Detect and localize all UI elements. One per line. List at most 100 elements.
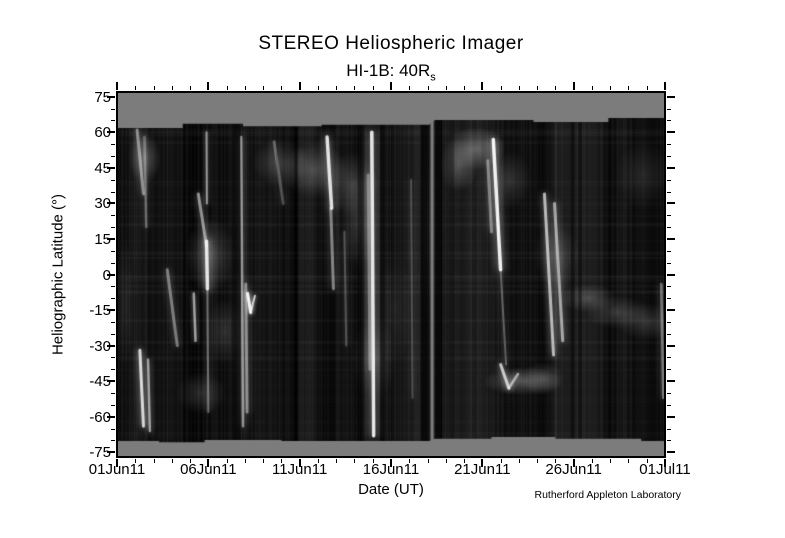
tick-mark (207, 459, 209, 467)
y-tick-label: 30 (94, 195, 111, 213)
tick-mark (664, 459, 666, 467)
tick-mark (154, 459, 155, 463)
tick-mark (409, 86, 410, 90)
x-tick-label: 16Jun11 (362, 461, 420, 478)
tick-mark (111, 251, 115, 252)
tick-mark (111, 369, 115, 370)
tick-mark (664, 82, 666, 90)
tick-mark (667, 416, 675, 418)
tick-mark (111, 109, 115, 110)
tick-mark (111, 334, 115, 335)
tick-mark (573, 459, 575, 467)
tick-mark (263, 86, 264, 90)
tick-mark (667, 322, 671, 323)
heatmap-canvas (117, 92, 665, 457)
tick-mark (107, 309, 115, 311)
tick-mark (111, 322, 115, 323)
tick-mark (107, 202, 115, 204)
tick-mark (464, 86, 465, 90)
tick-mark (481, 82, 483, 90)
tick-mark (281, 86, 282, 90)
tick-mark (409, 459, 410, 463)
tick-mark (227, 459, 228, 463)
tick-mark (299, 82, 301, 90)
y-tick-label: -45 (89, 373, 111, 391)
tick-mark (667, 96, 675, 98)
tick-mark (107, 238, 115, 240)
tick-mark (667, 167, 675, 169)
tick-mark (667, 357, 671, 358)
tick-mark (667, 429, 671, 430)
tick-mark (107, 131, 115, 133)
tick-mark (667, 192, 671, 193)
tick-mark (667, 380, 675, 382)
tick-mark (555, 459, 556, 463)
tick-mark (111, 144, 115, 145)
tick-mark (610, 459, 611, 463)
tick-mark (667, 215, 671, 216)
tick-mark (336, 86, 337, 90)
y-tick-label: -75 (89, 444, 111, 462)
tick-mark (111, 180, 115, 181)
tick-mark (390, 459, 392, 467)
tick-mark (481, 459, 483, 467)
tick-mark (647, 86, 648, 90)
tick-mark (428, 459, 429, 463)
tick-mark (464, 459, 465, 463)
tick-mark (519, 459, 520, 463)
tick-mark (667, 238, 675, 240)
tick-mark (111, 393, 115, 394)
tick-mark (667, 451, 675, 453)
tick-mark (354, 86, 355, 90)
tick-mark (428, 86, 429, 90)
tick-mark (537, 86, 538, 90)
x-tick-label: 11Jun11 (271, 461, 328, 478)
x-tick-label: 21Jun11 (454, 461, 511, 478)
tick-mark (667, 131, 675, 133)
chart-title: STEREO Heliospheric Imager (258, 33, 524, 54)
tick-mark (667, 440, 671, 441)
x-tick-label: 01Jul11 (639, 461, 691, 478)
tick-mark (116, 82, 118, 90)
tick-mark (154, 86, 155, 90)
tick-mark (667, 180, 671, 181)
tick-mark (667, 202, 675, 204)
tick-mark (336, 459, 337, 463)
x-tick-label: 01Jun11 (88, 461, 146, 478)
tick-mark (245, 86, 246, 90)
tick-mark (111, 440, 115, 441)
y-tick-label: 75 (94, 88, 111, 106)
y-tick-label: -15 (89, 302, 111, 320)
tick-mark (107, 451, 115, 453)
tick-mark (667, 393, 671, 394)
tick-mark (111, 298, 115, 299)
tick-mark (111, 263, 115, 264)
tick-mark (107, 274, 115, 276)
y-tick-label: 45 (94, 159, 111, 177)
tick-mark (537, 459, 538, 463)
y-tick-label: 0 (102, 266, 111, 284)
tick-mark (172, 459, 173, 463)
tick-mark (299, 459, 301, 467)
tick-mark (667, 144, 671, 145)
tick-mark (628, 86, 629, 90)
tick-mark (107, 96, 115, 98)
tick-mark (245, 459, 246, 463)
tick-mark (354, 459, 355, 463)
tick-mark (111, 405, 115, 406)
tick-mark (667, 263, 671, 264)
credit-text: Rutherford Appleton Laboratory (534, 489, 681, 501)
tick-mark (667, 120, 671, 121)
tick-mark (373, 459, 374, 463)
tick-mark (111, 286, 115, 287)
tick-mark (501, 86, 502, 90)
tick-mark (172, 86, 173, 90)
tick-mark (227, 86, 228, 90)
chart-subtitle-subscript: s (430, 71, 436, 84)
x-tick-label: 26Jun11 (545, 461, 602, 478)
tick-mark (318, 86, 319, 90)
tick-mark (111, 429, 115, 430)
tick-mark (667, 227, 671, 228)
tick-mark (111, 357, 115, 358)
